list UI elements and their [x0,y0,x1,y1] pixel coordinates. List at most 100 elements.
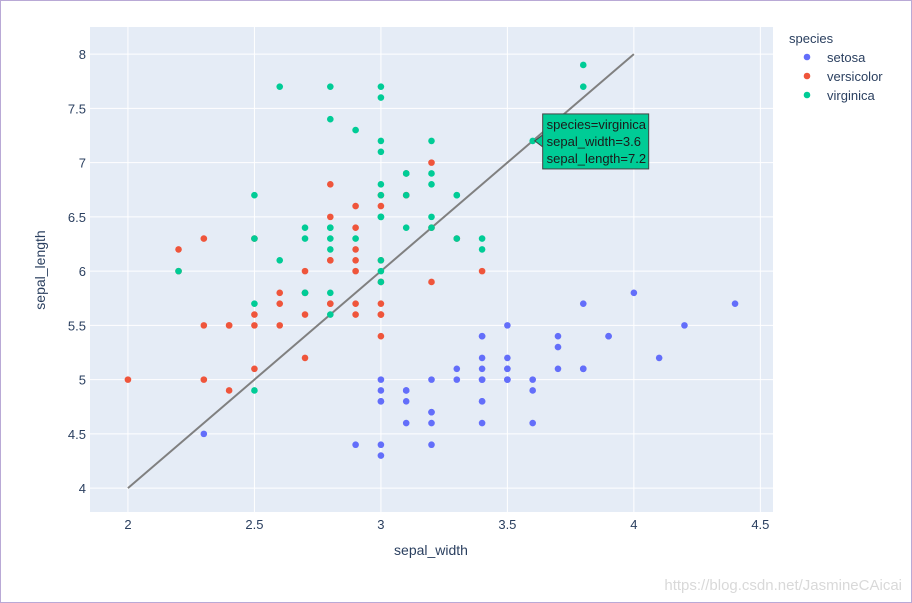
data-point-virginica[interactable] [428,170,435,177]
data-points[interactable] [124,61,739,459]
data-point-versicolor[interactable] [175,246,182,253]
data-point-versicolor[interactable] [200,322,208,329]
data-point-versicolor[interactable] [352,311,359,318]
legend-item-setosa[interactable]: setosa [803,50,866,65]
data-point-virginica[interactable] [377,94,385,101]
data-point-versicolor[interactable] [327,256,334,264]
data-point-versicolor[interactable] [352,224,359,232]
legend[interactable]: species setosa versicolor virginica [789,31,883,103]
data-point-versicolor[interactable] [251,322,258,329]
data-point-versicolor[interactable] [225,387,233,394]
data-point-setosa[interactable] [428,408,435,416]
data-point-versicolor[interactable] [377,311,385,318]
data-point-virginica[interactable] [428,213,435,221]
data-point-setosa[interactable] [504,354,511,362]
data-point-virginica[interactable] [428,181,435,188]
data-point-setosa[interactable] [377,376,385,383]
data-point-virginica[interactable] [175,267,182,275]
data-point-setosa[interactable] [478,365,486,373]
data-point-setosa[interactable] [200,430,208,438]
data-point-setosa[interactable] [478,419,486,427]
data-point-versicolor[interactable] [124,376,132,383]
data-point-virginica[interactable] [377,256,385,264]
data-point-virginica[interactable] [352,235,359,242]
data-point-setosa[interactable] [681,322,688,329]
data-point-setosa[interactable] [352,441,359,449]
data-point-setosa[interactable] [504,322,511,329]
data-point-versicolor[interactable] [377,332,385,340]
data-point-versicolor[interactable] [377,300,385,307]
data-point-setosa[interactable] [529,387,536,394]
data-point-versicolor[interactable] [327,300,334,307]
data-point-setosa[interactable] [377,387,385,394]
series-setosa[interactable] [200,289,739,459]
data-point-virginica[interactable] [478,235,486,242]
data-point-setosa[interactable] [478,398,486,405]
data-point-versicolor[interactable] [327,213,334,221]
data-point-virginica[interactable] [428,137,435,145]
data-point-versicolor[interactable] [301,354,309,362]
data-point-setosa[interactable] [554,332,562,340]
data-point-virginica[interactable] [377,267,385,275]
data-point-versicolor[interactable] [251,311,258,318]
data-point-virginica[interactable] [377,278,385,286]
data-point-setosa[interactable] [529,419,536,427]
data-point-setosa[interactable] [605,332,612,340]
data-point-virginica[interactable] [276,256,284,264]
data-point-virginica[interactable] [327,289,334,297]
data-point-virginica[interactable] [301,289,309,297]
data-point-setosa[interactable] [402,387,410,394]
legend-item-virginica[interactable]: virginica [803,88,876,103]
data-point-versicolor[interactable] [428,159,435,166]
data-point-virginica[interactable] [327,311,334,318]
data-point-setosa[interactable] [453,365,461,373]
data-point-setosa[interactable] [402,419,410,427]
legend-item-versicolor[interactable]: versicolor [803,69,884,84]
data-point-virginica[interactable] [377,137,385,145]
data-point-virginica[interactable] [251,191,258,199]
data-point-virginica[interactable] [579,83,587,90]
data-point-versicolor[interactable] [327,181,334,188]
data-point-setosa[interactable] [630,289,638,297]
data-point-versicolor[interactable] [352,246,359,253]
data-point-versicolor[interactable] [377,202,385,210]
data-point-virginica[interactable] [402,191,410,199]
data-point-versicolor[interactable] [251,365,258,373]
data-point-versicolor[interactable] [276,322,284,329]
data-point-setosa[interactable] [428,419,435,427]
data-point-virginica[interactable] [478,246,486,253]
data-point-virginica[interactable] [352,126,359,134]
data-point-versicolor[interactable] [200,376,208,383]
data-point-virginica[interactable] [377,213,385,221]
data-point-virginica[interactable] [377,83,385,90]
data-point-setosa[interactable] [377,452,385,459]
data-point-versicolor[interactable] [225,322,233,329]
data-point-setosa[interactable] [428,441,435,449]
data-point-versicolor[interactable] [478,267,486,275]
data-point-versicolor[interactable] [352,202,359,210]
series-virginica[interactable] [175,61,587,394]
data-point-setosa[interactable] [478,332,486,340]
data-point-setosa[interactable] [478,354,486,362]
data-point-virginica[interactable] [327,235,334,242]
data-point-versicolor[interactable] [276,289,284,297]
data-point-virginica[interactable] [251,235,258,242]
data-point-versicolor[interactable] [352,300,359,307]
data-point-setosa[interactable] [504,365,511,373]
data-point-setosa[interactable] [579,365,587,373]
data-point-virginica[interactable] [327,224,334,232]
data-point-virginica[interactable] [276,83,284,90]
data-point-setosa[interactable] [402,398,410,405]
data-point-setosa[interactable] [478,376,486,383]
data-point-virginica[interactable] [377,181,385,188]
data-point-virginica[interactable] [529,137,536,145]
data-point-setosa[interactable] [579,300,587,307]
data-point-setosa[interactable] [504,376,511,383]
data-point-virginica[interactable] [402,224,410,232]
data-point-virginica[interactable] [453,235,461,242]
data-point-virginica[interactable] [453,191,461,199]
data-point-versicolor[interactable] [301,267,309,275]
data-point-setosa[interactable] [731,300,739,307]
data-point-setosa[interactable] [377,441,385,449]
data-point-setosa[interactable] [554,365,562,373]
